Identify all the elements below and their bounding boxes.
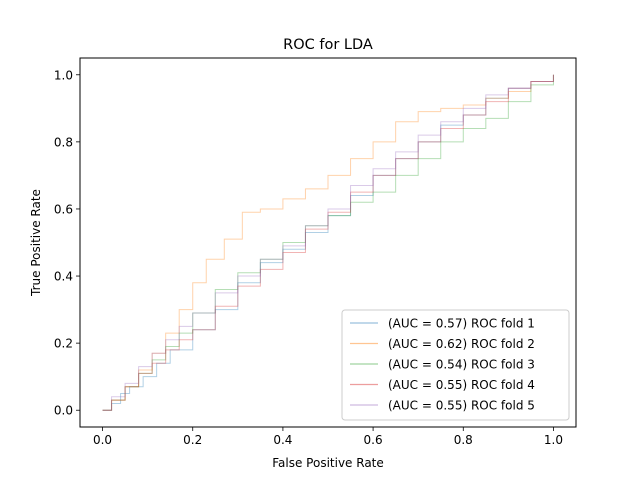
y-tick-label: 1.0 xyxy=(54,68,73,82)
legend-box xyxy=(341,309,570,421)
roc-curves xyxy=(102,74,554,411)
x-tick-label: 0.4 xyxy=(273,433,292,447)
axis-ticks: 0.0 0.2 0.4 0.6 0.8 1.0 0.0 0.2 0.4 0.6 0.8 1.0 xyxy=(54,68,563,447)
x-tick-label: 0.0 xyxy=(93,433,112,447)
y-tick-label: 0.2 xyxy=(54,337,73,351)
legend: (AUC = 0.57) ROC fold 1 (AUC = 0.62) ROC … xyxy=(341,309,570,421)
legend-label-fold-4: (AUC = 0.55) ROC fold 4 xyxy=(388,378,535,392)
legend-label-fold-1: (AUC = 0.57) ROC fold 1 xyxy=(388,317,535,331)
axes-frame xyxy=(79,57,577,428)
roc-curve-fold-4 xyxy=(102,74,554,411)
y-axis-label: True Positive Rate xyxy=(29,189,43,297)
x-tick-label: 0.6 xyxy=(364,433,383,447)
roc-curve-fold-3 xyxy=(102,74,554,411)
y-tick-label: 0.0 xyxy=(54,404,73,418)
y-tick-label: 0.6 xyxy=(54,202,73,216)
roc-curve-fold-1 xyxy=(102,74,554,411)
chart-title: ROC for LDA xyxy=(283,37,373,53)
x-tick-label: 0.8 xyxy=(454,433,473,447)
legend-label-fold-3: (AUC = 0.54) ROC fold 3 xyxy=(388,358,535,372)
legend-label-fold-5: (AUC = 0.55) ROC fold 5 xyxy=(388,399,535,413)
x-axis-label: False Positive Rate xyxy=(272,456,384,470)
roc-curve-fold-2 xyxy=(102,74,554,411)
legend-label-fold-2: (AUC = 0.62) ROC fold 2 xyxy=(388,337,535,351)
y-tick-label: 0.8 xyxy=(54,135,73,149)
x-tick-label: 1.0 xyxy=(544,433,563,447)
x-tick-label: 0.2 xyxy=(183,433,202,447)
y-tick-label: 0.4 xyxy=(54,270,73,284)
roc-curve-fold-5 xyxy=(102,74,554,411)
